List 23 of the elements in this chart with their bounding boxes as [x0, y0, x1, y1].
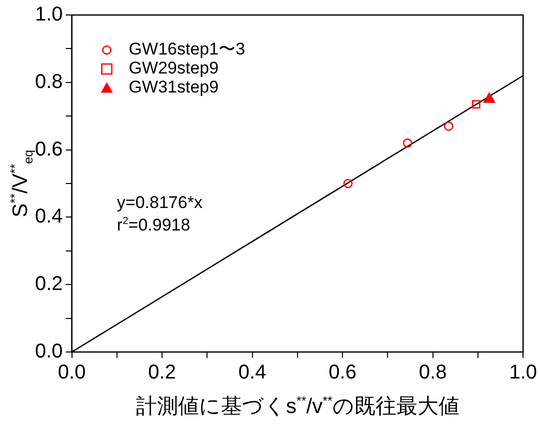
y-tick-label: 1.0 — [34, 4, 63, 26]
x-tick-label: 0.2 — [148, 362, 176, 384]
legend-label: GW16step1〜3 — [128, 40, 246, 59]
x-tick-label: 0.6 — [328, 362, 356, 384]
y-tick-label: 0.8 — [34, 70, 63, 93]
y-tick-label: 0.2 — [34, 273, 63, 296]
y-tick-label: 0.4 — [34, 206, 63, 228]
x-axis-title: 計測値に基づくs$^{**}$/v$^{**}$の既往最大値 — [136, 393, 460, 420]
point — [444, 122, 454, 131]
x-tick-label: 0.4 — [238, 362, 266, 384]
y-tick-label: 0.6 — [34, 138, 63, 160]
x-tick-label: 1.0 — [509, 362, 538, 384]
point — [472, 100, 480, 108]
x-tick-label: 0.8 — [418, 362, 447, 384]
legend-label: GW31step9 — [128, 78, 219, 97]
annotation: r$^{2}$=0.9918 — [116, 214, 190, 234]
point — [343, 178, 353, 188]
annotation: y=0.8176*x — [116, 192, 202, 212]
legend-label: GW29step9 — [128, 58, 219, 78]
x-tick-label: 0.0 — [58, 362, 86, 384]
point — [402, 138, 412, 148]
y-tick-label: 0.0 — [34, 340, 63, 363]
point — [483, 92, 496, 103]
